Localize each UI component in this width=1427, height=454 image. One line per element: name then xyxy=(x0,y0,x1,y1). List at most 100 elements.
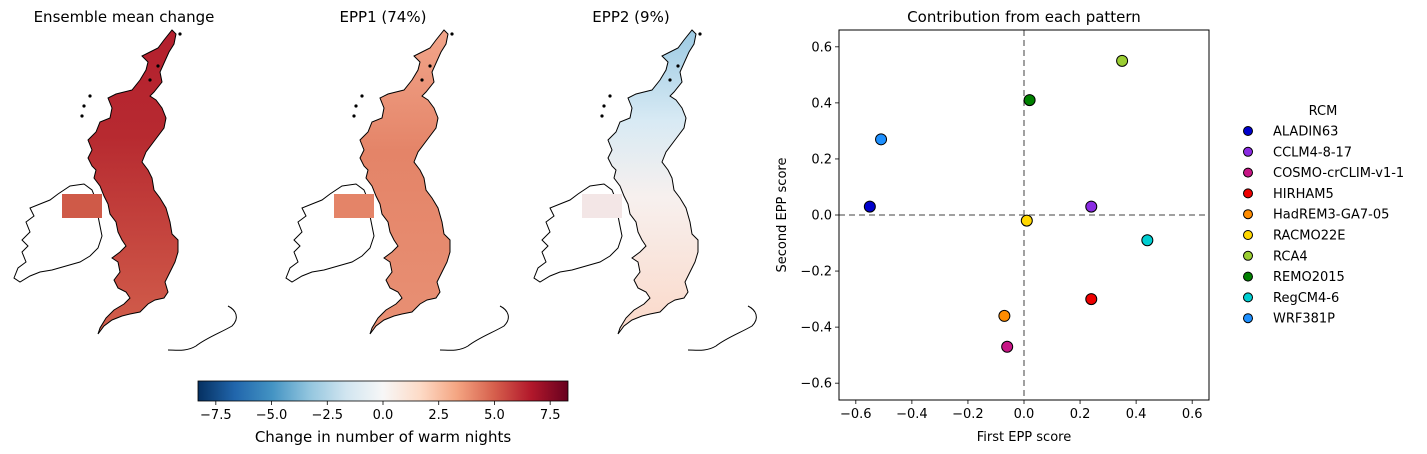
legend: RCM ALADIN63 CCLM4-8-17 COSMO-crCLIM-v1-1 H… xyxy=(1243,104,1404,327)
island xyxy=(178,32,182,36)
legend-marker xyxy=(1243,167,1253,178)
map-title-epp2: EPP2 (9%) xyxy=(592,8,669,26)
point-hirham5 xyxy=(1085,293,1098,306)
france-coast xyxy=(687,305,757,351)
northern-ireland-fill xyxy=(582,194,622,218)
island xyxy=(428,64,432,68)
colorbar: −7.5 −5.0 −2.5 0.0 2.5 5.0 7.5 Change in numbe… xyxy=(197,380,569,446)
legend-marker xyxy=(1243,146,1253,157)
island xyxy=(420,78,424,82)
legend-label: COSMO-crCLIM-v1-1 xyxy=(1273,166,1404,181)
island xyxy=(352,114,356,118)
x-tick-label: 0.2 xyxy=(1070,407,1091,422)
map-title-epp1: EPP1 (74%) xyxy=(340,8,427,26)
map-mean xyxy=(13,29,237,351)
x-tick-label: 0.4 xyxy=(1126,407,1147,422)
x-axis-ticks: −0.6 −0.4 −0.2 0.0 0.2 0.4 0.6 xyxy=(840,400,1203,422)
y-tick-label: 0.6 xyxy=(811,40,832,55)
legend-marker xyxy=(1243,126,1253,136)
x-tick-label: −0.2 xyxy=(952,407,984,422)
map-title-mean: Ensemble mean change xyxy=(34,8,215,26)
legend-marker xyxy=(1243,209,1253,220)
legend-label: WRF381P xyxy=(1273,312,1335,327)
y-tick-label: −0.2 xyxy=(800,265,832,280)
point-aladin63 xyxy=(863,200,876,213)
point-cosmo-crclim-v1-1 xyxy=(1001,340,1014,353)
legend-label: RCA4 xyxy=(1273,249,1308,264)
france-coast xyxy=(439,305,509,351)
colorbar-tick-label: −5.0 xyxy=(256,408,288,423)
island xyxy=(676,64,680,68)
legend-label: RegCM4-6 xyxy=(1273,291,1339,306)
x-axis-label: First EPP score xyxy=(977,430,1071,445)
island xyxy=(82,104,86,108)
legend-marker xyxy=(1243,292,1253,303)
point-racmo22e xyxy=(1020,214,1033,227)
colorbar-gradient xyxy=(197,380,569,402)
legend-label: HadREM3-GA7-05 xyxy=(1273,208,1389,223)
uk-maps xyxy=(13,29,757,351)
island xyxy=(450,32,454,36)
colorbar-label: Change in number of warm nights xyxy=(255,428,512,446)
y-tick-label: 0.4 xyxy=(811,96,832,111)
x-tick-label: 0.6 xyxy=(1182,407,1203,422)
chart-title: Contribution from each pattern xyxy=(907,8,1141,26)
legend-label: RACMO22E xyxy=(1273,229,1345,244)
legend-marker xyxy=(1243,313,1253,324)
colorbar-tick-label: −7.5 xyxy=(200,408,232,423)
y-axis-label: Second EPP score xyxy=(775,158,790,273)
island xyxy=(354,104,358,108)
y-axis-ticks: −0.6 −0.4 −0.2 0.0 0.2 0.4 0.6 xyxy=(800,40,839,392)
colorbar-tick-label: 2.5 xyxy=(428,408,449,423)
colorbar-ticks: −7.5 −5.0 −2.5 0.0 2.5 5.0 7.5 xyxy=(200,401,561,423)
x-tick-label: 0.0 xyxy=(1014,407,1035,422)
legend-marker xyxy=(1243,271,1253,282)
island xyxy=(148,78,152,82)
island xyxy=(88,94,92,98)
point-remo2015 xyxy=(1023,94,1036,107)
legend-label: CCLM4-8-17 xyxy=(1273,145,1352,160)
colorbar-tick-label: −2.5 xyxy=(311,408,343,423)
x-tick-label: −0.4 xyxy=(896,407,928,422)
y-tick-label: 0.2 xyxy=(811,152,832,167)
island xyxy=(698,32,702,36)
france-coast xyxy=(167,305,237,351)
northern-ireland-fill xyxy=(62,194,102,218)
y-tick-label: 0.0 xyxy=(811,209,832,224)
point-rca4 xyxy=(1116,54,1129,67)
legend-label: ALADIN63 xyxy=(1273,125,1338,140)
great-britain-fill xyxy=(87,29,179,335)
great-britain-fill xyxy=(607,29,699,335)
point-regcm4-6 xyxy=(1141,234,1154,247)
point-hadrem3-ga7-05 xyxy=(998,309,1011,322)
point-wrf381p xyxy=(875,133,888,146)
x-tick-label: −0.6 xyxy=(840,407,872,422)
scatter-points xyxy=(863,54,1154,353)
island xyxy=(668,78,672,82)
legend-items: ALADIN63 CCLM4-8-17 COSMO-crCLIM-v1-1 HIRHA… xyxy=(1243,125,1404,327)
island xyxy=(600,114,604,118)
y-tick-label: −0.6 xyxy=(800,377,832,392)
map-epp2 xyxy=(533,29,757,351)
island xyxy=(602,104,606,108)
legend-marker xyxy=(1243,250,1253,261)
legend-label: HIRHAM5 xyxy=(1273,187,1334,202)
colorbar-tick-label: 5.0 xyxy=(484,408,505,423)
island xyxy=(608,94,612,98)
y-tick-label: −0.4 xyxy=(800,321,832,336)
great-britain-fill xyxy=(359,29,451,335)
island xyxy=(156,64,160,68)
scatter-panel: Contribution from each pattern −0.6 −0.4−… xyxy=(775,8,1210,445)
legend-label: REMO2015 xyxy=(1273,270,1345,285)
legend-marker xyxy=(1243,230,1253,240)
northern-ireland-fill xyxy=(334,194,374,218)
island xyxy=(80,114,84,118)
legend-marker xyxy=(1243,188,1253,199)
island xyxy=(360,94,364,98)
point-cclm4-8-17 xyxy=(1085,200,1098,213)
colorbar-tick-label: 0.0 xyxy=(373,408,394,423)
legend-title: RCM xyxy=(1309,104,1338,119)
map-epp1 xyxy=(285,29,509,351)
colorbar-tick-label: 7.5 xyxy=(540,408,561,423)
